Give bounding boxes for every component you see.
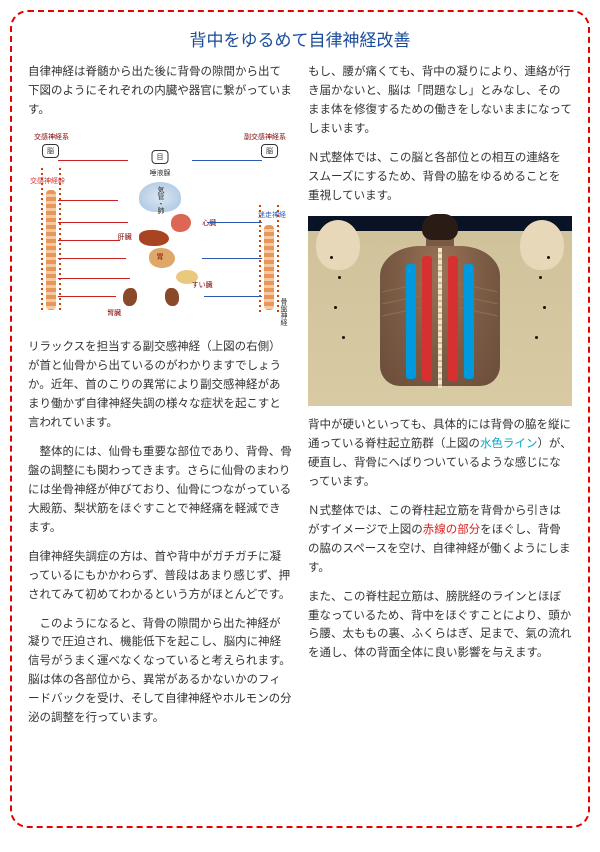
right-para-3: 背中が硬いといっても、具体的には背骨の脇を縦に通っている脊柱起立筋群（上図の水色… [308,416,572,492]
red-text: 赤線の部分 [423,524,481,536]
cyan-text: 水色ライン [480,438,538,450]
left-para-4: 自律神経失調症の方は、首や背中がガチガチに凝っているにもかかわらず、普段はあまり… [28,548,292,605]
nerve-line [202,258,262,259]
meridian-dot [535,336,538,339]
two-column-layout: 自律神経は脊髄から出た後に背骨の隙間から出て下図のようにそれぞれの内臓や器官に繋… [28,63,572,738]
back-anatomy-diagram [308,216,572,406]
organ-heart [171,214,191,232]
label-stomach: 胃 [157,252,164,262]
spine-right [264,225,274,310]
nerve-line [192,160,262,161]
red-band-left [422,256,432,381]
left-column: 自律神経は脊髄から出た後に背骨の隙間から出て下図のようにそれぞれの内臓や器官に繋… [28,63,292,738]
organ-kidney-r [165,288,179,306]
ganglia-r1 [277,205,279,313]
meridian-dot [338,276,341,279]
head [422,214,458,240]
label-heart: 心臓 [202,218,216,228]
nerve-line [58,240,120,241]
nerve-line [58,160,128,161]
cyan-band-right [464,264,474,379]
spine-left [46,190,56,310]
skull-left [316,220,360,270]
left-para-3: 整体的には、仙骨も重要な部位であり、背骨、骨盤の調整にも関わってきます。さらに仙… [28,443,292,538]
nerve-line [204,296,262,297]
label-eye: 目 [152,150,169,164]
page-frame: 背中をゆるめて自律神経改善 自律神経は脊髄から出た後に背骨の隙間から出て下図のよ… [10,10,590,828]
label-trachea: 気管・肺 [155,186,165,214]
nerve-line [58,258,126,259]
meridian-dot [330,256,333,259]
label-parasympathetic: 副交感神経系 [244,132,286,142]
label-saliva: 唾液腺 [150,168,171,178]
left-para-2: リラックスを担当する副交感神経（上図の右側）が首と仙骨から出ているのがわかります… [28,338,292,433]
label-kidney: 腎臓 [107,308,121,318]
spine-center [438,248,442,388]
label-brain-right: 脳 [261,144,278,158]
label-pelvic: 骨盤神経 [278,298,288,326]
nerve-line [58,296,116,297]
autonomic-nerve-diagram: 交感神経系 副交感神経系 脳 脳 交感神経幹 迷走神経 骨盤神経 目 唾液腺 気… [28,130,292,330]
label-vagus: 迷走神経 [258,210,286,220]
nerve-line [58,200,118,201]
organ-liver [139,230,169,246]
nerve-line [58,222,128,223]
nerve-line [207,222,262,223]
left-para-1: 自律神経は脊髄から出た後に背骨の隙間から出て下図のようにそれぞれの内臓や器官に繋… [28,63,292,120]
right-para-5: また、この脊柱起立筋は、膀胱経のラインとほぼ重なっているため、背中をほぐすことに… [308,588,572,664]
right-column: もし、腰が痛くても、背中の凝りにより、連絡が行き届かないと、脳は「問題なし」とみ… [308,63,572,738]
meridian-dot [342,336,345,339]
red-band-right [448,256,458,381]
meridian-dot [334,306,337,309]
page-title: 背中をゆるめて自律神経改善 [28,26,572,51]
skull-right [520,220,564,270]
organ-kidney-l [123,288,137,306]
label-brain-left: 脳 [42,144,59,158]
left-para-5: このようになると、背骨の隙間から出た神経が凝りで圧迫され、機能低下を起こし、脳内… [28,615,292,729]
meridian-dot [539,276,542,279]
label-symp-trunk: 交感神経幹 [30,176,65,186]
label-pancreas: すい臓 [192,280,213,290]
nerve-line [58,278,130,279]
meridian-dot [547,256,550,259]
right-para-1: もし、腰が痛くても、背中の凝りにより、連絡が行き届かないと、脳は「問題なし」とみ… [308,63,572,139]
right-para-2: Ｎ式整体では、この脳と各部位との相互の連絡をスムーズにするため、背骨の脇をゆるめ… [308,149,572,206]
label-sympathetic: 交感神経系 [34,132,69,142]
cyan-band-left [406,264,416,379]
right-para-4: Ｎ式整体では、この脊柱起立筋を背骨から引きはがすイメージで上図の赤線の部分をほぐ… [308,502,572,578]
meridian-dot [543,306,546,309]
ganglia-l1 [41,168,43,313]
